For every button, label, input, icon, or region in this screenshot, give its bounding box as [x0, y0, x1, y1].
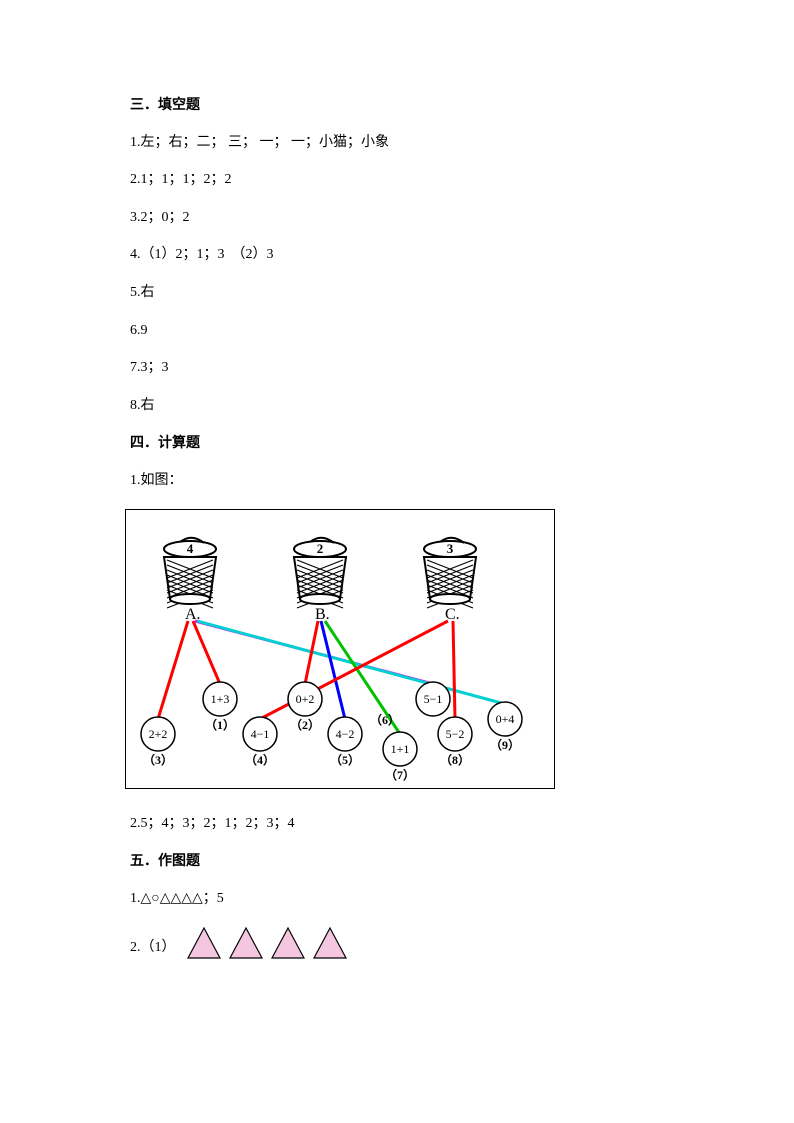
section4-heading: 四．计算题	[130, 433, 670, 453]
s3-item-5: 5.右	[130, 283, 670, 303]
triangles-container	[186, 926, 348, 969]
s3-item-8: 8.右	[130, 396, 670, 416]
svg-text:（6）: （6）	[370, 712, 400, 727]
svg-text:B.: B.	[315, 606, 330, 623]
svg-text:2+2: 2+2	[149, 727, 168, 741]
svg-text:（7）: （7）	[385, 767, 415, 782]
s3-item-3: 3.2；0；2	[130, 208, 670, 228]
s5-item-2: 2.（1）	[130, 926, 670, 969]
matching-diagram: 4 A. 2 B. 3 C. 2+2 （3） 1+3 （1） 4−1 （4） 0+2 （2） 4−2 （5） （…	[125, 509, 670, 794]
svg-text:（9）: （9）	[490, 737, 520, 752]
page-content: 三．填空题 1.左；右；二； 三； 一； 一；小猫；小象 2.1；1；1；2；2…	[130, 95, 670, 987]
svg-text:0+2: 0+2	[296, 692, 315, 706]
svg-text:5−1: 5−1	[424, 692, 443, 706]
svg-text:（3）: （3）	[143, 752, 173, 767]
section3-heading: 三．填空题	[130, 95, 670, 115]
s3-item-4: 4.（1）2；1；3 （2）3	[130, 245, 670, 265]
svg-text:（8）: （8）	[440, 752, 470, 767]
svg-text:1+3: 1+3	[211, 692, 230, 706]
svg-text:（1）: （1）	[205, 717, 235, 732]
svg-text:（4）: （4）	[245, 752, 275, 767]
section5-heading: 五．作图题	[130, 851, 670, 871]
svg-text:0+4: 0+4	[496, 712, 515, 726]
svg-text:A.: A.	[185, 606, 201, 623]
svg-text:3: 3	[447, 541, 454, 556]
svg-text:4−1: 4−1	[251, 727, 270, 741]
svg-text:4: 4	[187, 541, 194, 556]
svg-text:1+1: 1+1	[391, 742, 410, 756]
s3-item-7: 7.3；3	[130, 358, 670, 378]
s5-item-1: 1.△○△△△△；5	[130, 889, 670, 909]
s5-item-2-prefix: 2.（1）	[130, 938, 176, 958]
s3-item-2: 2.1；1；1；2；2	[130, 170, 670, 190]
s3-item-6: 6.9	[130, 321, 670, 341]
svg-text:5−2: 5−2	[446, 727, 465, 741]
s4-item-1: 1.如图：	[130, 471, 670, 491]
s3-item-1: 1.左；右；二； 三； 一； 一；小猫；小象	[130, 133, 670, 153]
svg-text:2: 2	[317, 541, 324, 556]
svg-text:4−2: 4−2	[336, 727, 355, 741]
s4-item-2: 2.5；4；3；2；1；2；3；4	[130, 814, 670, 834]
svg-text:（5）: （5）	[330, 752, 360, 767]
svg-text:（2）: （2）	[290, 717, 320, 732]
svg-text:C.: C.	[445, 606, 460, 623]
